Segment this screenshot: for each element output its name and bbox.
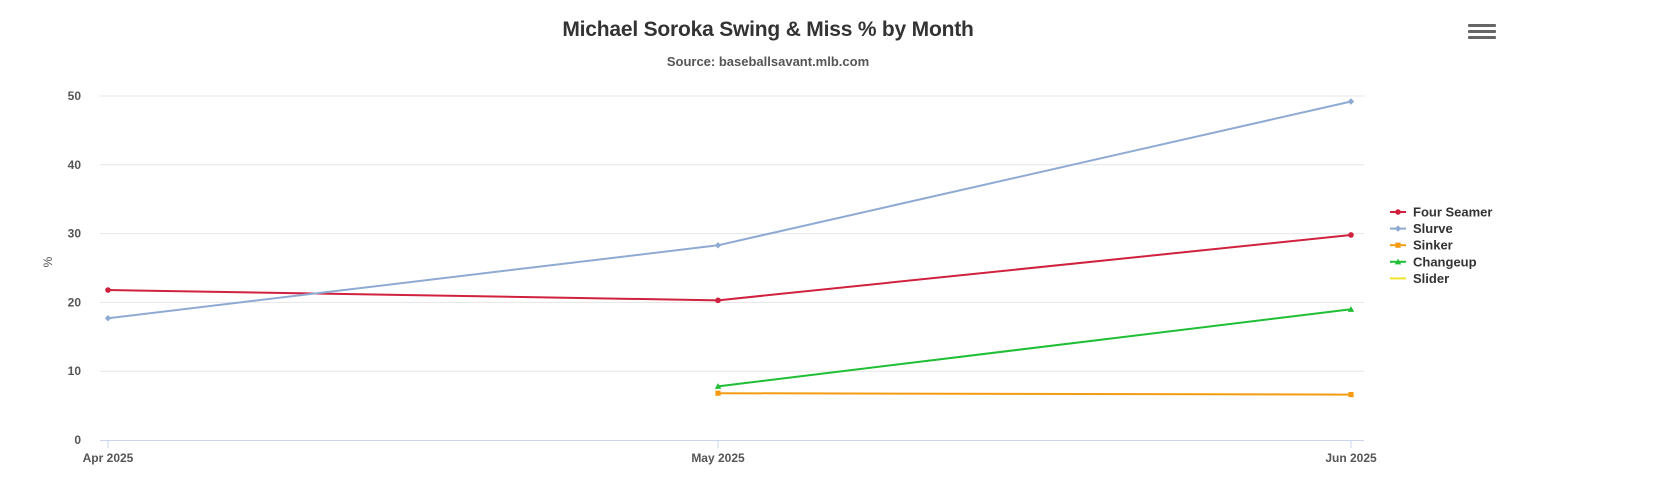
y-axis-title: %	[41, 256, 55, 267]
y-tick-label: 20	[68, 295, 82, 309]
data-point	[104, 315, 112, 322]
data-point	[1348, 391, 1354, 398]
legend-item[interactable]: Changeup	[1413, 254, 1477, 269]
y-tick-label: 10	[68, 364, 82, 378]
y-tick-label: 30	[68, 227, 82, 241]
legend-item[interactable]: Sinker	[1413, 238, 1453, 253]
x-tick-label: Jun 2025	[1325, 451, 1377, 465]
series-line-changeup	[717, 308, 1352, 388]
chart-title: Michael Soroka Swing & Miss % by Month	[562, 18, 974, 41]
data-point	[715, 297, 721, 304]
data-point	[105, 287, 111, 293]
data-point	[714, 242, 722, 249]
legend-marker	[1394, 258, 1402, 265]
y-tick-label: 40	[68, 158, 82, 172]
legend-item[interactable]: Four Seamer	[1413, 205, 1492, 220]
legend-marker	[1394, 225, 1402, 232]
series-line-four-seamer	[107, 233, 1352, 302]
legend-marker	[1395, 209, 1401, 215]
hamburger-menu-icon[interactable]	[1468, 24, 1496, 48]
series-line-sinker	[717, 392, 1352, 396]
series-line-slurve	[107, 100, 1352, 320]
chart-subtitle: Source: baseballsavant.mlb.com	[666, 54, 870, 69]
legend-item[interactable]: Slurve	[1413, 221, 1453, 236]
x-tick-label: Apr 2025	[83, 451, 134, 465]
y-tick-label: 50	[68, 89, 82, 103]
data-point	[715, 390, 721, 396]
data-point	[1347, 98, 1355, 105]
x-tick-label: May 2025	[691, 451, 745, 465]
legend-marker	[1395, 242, 1401, 248]
data-point	[1347, 306, 1355, 312]
data-point	[1348, 232, 1354, 238]
y-tick-label: 0	[74, 433, 81, 447]
data-point	[714, 383, 722, 389]
legend-item[interactable]: Slider	[1413, 271, 1449, 286]
